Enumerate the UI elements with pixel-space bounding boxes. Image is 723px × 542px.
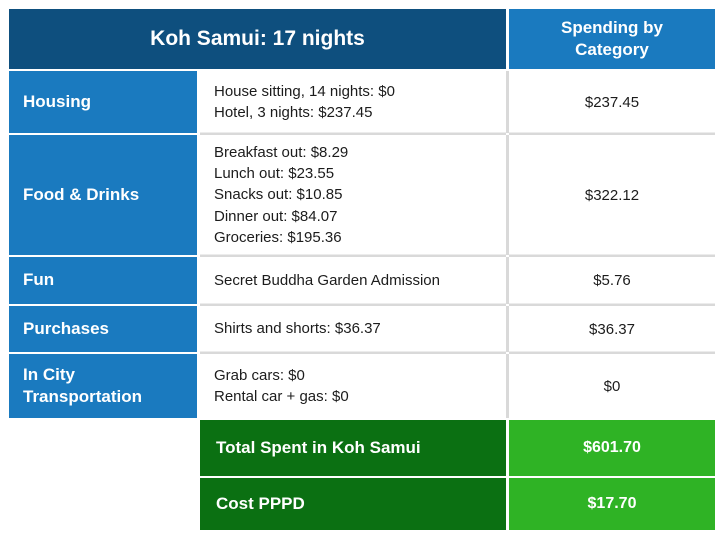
cost-pppd-label: Cost PPPD bbox=[200, 478, 506, 530]
detail-line: Groceries: $195.36 bbox=[214, 228, 342, 246]
details-cell-food-drinks: Breakfast out: $8.29 Lunch out: $23.55 S… bbox=[200, 135, 506, 255]
spending-table: Koh Samui: 17 nights Spending by Categor… bbox=[9, 9, 715, 530]
detail-line: Lunch out: $23.55 bbox=[214, 165, 335, 183]
detail-line: Rental car + gas: $0 bbox=[214, 388, 349, 405]
category-cell-in-city-transportation: In City Transportation bbox=[9, 354, 197, 418]
empty-cell bbox=[9, 420, 197, 476]
detail-line: Secret Buddha Garden Admission bbox=[214, 271, 440, 289]
amount-cell-in-city-transportation: $0 bbox=[509, 354, 715, 418]
category-cell-food-drinks: Food & Drinks bbox=[9, 135, 197, 255]
details-cell-purchases: Shirts and shorts: $36.37 bbox=[200, 306, 506, 352]
empty-cell bbox=[9, 478, 197, 530]
details-cell-in-city-transportation: Grab cars: $0 Rental car + gas: $0 bbox=[200, 354, 506, 418]
amount-cell-fun: $5.76 bbox=[509, 257, 715, 304]
total-spent-value: $601.70 bbox=[509, 420, 715, 476]
detail-line: Snacks out: $10.85 bbox=[214, 186, 343, 204]
details-cell-housing: House sitting, 14 nights: $0 Hotel, 3 ni… bbox=[200, 71, 506, 133]
category-cell-purchases: Purchases bbox=[9, 306, 197, 352]
detail-line: Shirts and shorts: $36.37 bbox=[214, 320, 381, 338]
cost-pppd-value: $17.70 bbox=[509, 478, 715, 530]
detail-line: Grab cars: $0 bbox=[214, 366, 305, 384]
detail-line: Breakfast out: $8.29 bbox=[214, 143, 349, 161]
category-cell-fun: Fun bbox=[9, 257, 197, 304]
spending-by-category-header: Spending by Category bbox=[509, 9, 715, 69]
details-cell-fun: Secret Buddha Garden Admission bbox=[200, 257, 506, 304]
detail-line: House sitting, 14 nights: $0 bbox=[214, 82, 395, 100]
amount-cell-food-drinks: $322.12 bbox=[509, 135, 715, 255]
amount-cell-housing: $237.45 bbox=[509, 71, 715, 133]
table-title: Koh Samui: 17 nights bbox=[9, 9, 506, 69]
detail-line: Hotel, 3 nights: $237.45 bbox=[214, 104, 373, 121]
detail-line: Dinner out: $84.07 bbox=[214, 207, 338, 225]
total-spent-label: Total Spent in Koh Samui bbox=[200, 420, 506, 476]
category-cell-housing: Housing bbox=[9, 71, 197, 133]
amount-cell-purchases: $36.37 bbox=[509, 306, 715, 352]
